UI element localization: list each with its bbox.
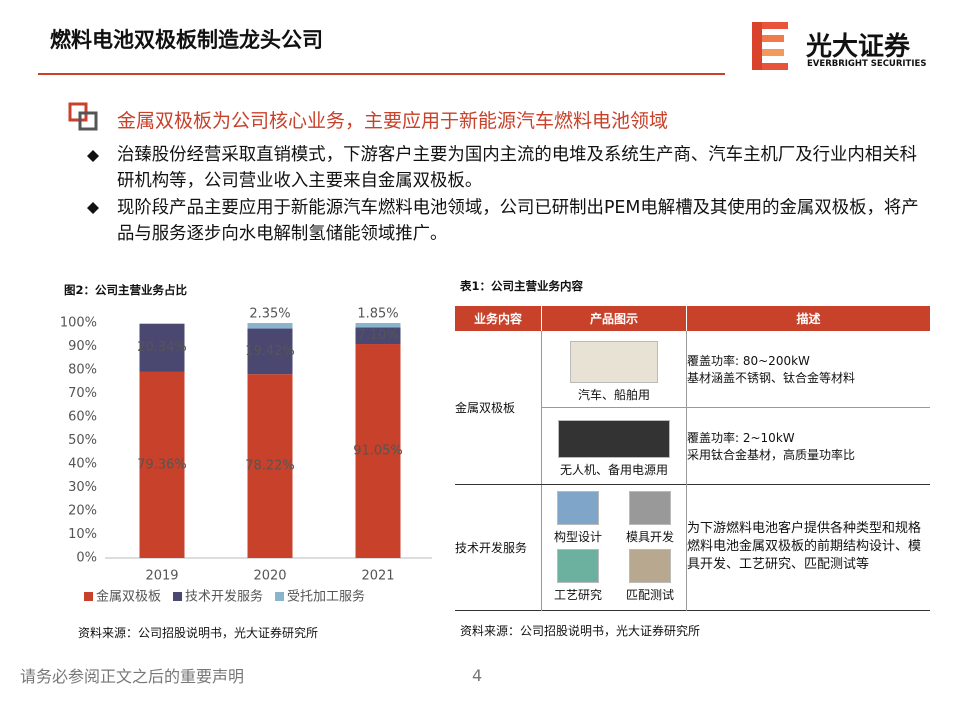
bar-segment xyxy=(247,328,293,375)
caption: 汽车、船舶用 xyxy=(577,387,650,402)
x-tick-label: 2020 xyxy=(253,569,286,584)
page-title: 燃料电池双极板制造龙头公司 xyxy=(50,28,323,52)
bullet: 现阶段产品主要应用于新能源汽车燃料电池领域，公司已研制出PEM电解槽及其使用的金… xyxy=(117,198,919,244)
chart-source: 资料来源：公司招股说明书，光大证券研究所 xyxy=(78,626,319,640)
disclaimer: 请务必参阅正文之后的重要声明 xyxy=(20,667,245,686)
product-image xyxy=(558,419,670,458)
business-cell: 金属双极板 xyxy=(455,331,542,485)
bar-segment xyxy=(355,344,401,558)
value-label: 2.35% xyxy=(249,307,290,322)
description: 采用钛合金基材，高质量功率比 xyxy=(687,447,856,462)
description: 为下游燃料电池客户提供各种类型和规格燃料电池金属双极板的前期结构设计、模具开发、… xyxy=(687,521,922,572)
product-image xyxy=(628,549,671,583)
value-label: 7.10% xyxy=(357,328,398,343)
value-label: 79.36% xyxy=(137,457,187,472)
table-source: 资料来源：公司招股说明书，光大证券研究所 xyxy=(460,624,701,638)
y-tick-label: 0% xyxy=(76,551,97,566)
logo-name: 光大证券 xyxy=(806,32,911,62)
logo-english: EVERBRIGHT SECURITIES xyxy=(807,59,927,69)
table-title: 表1：公司主营业务内容 xyxy=(460,279,584,293)
description: 覆盖功率: 80~200kW xyxy=(687,353,810,368)
value-label: 91.05% xyxy=(353,444,403,459)
y-tick-label: 70% xyxy=(68,386,97,401)
y-tick-label: 80% xyxy=(68,363,97,378)
section-heading: 金属双极板为公司核心业务，主要应用于新能源汽车燃料电池领域 xyxy=(117,110,669,132)
legend-label: 金属双极板 xyxy=(96,589,161,605)
y-tick-label: 60% xyxy=(68,410,97,425)
caption: 无人机、备用电源用 xyxy=(559,462,668,477)
bar-segment xyxy=(139,371,185,558)
value-label: 20.34% xyxy=(137,340,187,355)
product-image xyxy=(556,549,599,583)
header-cell: 产品图示 xyxy=(541,306,687,331)
legend-swatch xyxy=(84,592,93,601)
y-tick-label: 100% xyxy=(60,316,97,331)
description: 覆盖功率: 2~10kW xyxy=(687,430,795,445)
table: 业务内容 产品图示 描述 金属双极板 汽车、船舶用 覆盖功率: 80~200kW… xyxy=(455,306,930,611)
y-tick-label: 50% xyxy=(68,433,97,448)
value-label: 1.85% xyxy=(357,307,398,322)
y-tick-label: 40% xyxy=(68,457,97,472)
bar-segment xyxy=(355,327,401,345)
product-image xyxy=(570,340,658,383)
legend-label: 受托加工服务 xyxy=(287,589,365,605)
legend-swatch xyxy=(275,592,285,601)
y-tick-label: 20% xyxy=(68,504,97,519)
product-image xyxy=(556,491,599,525)
header-cell: 描述 xyxy=(686,306,930,331)
caption: 匹配测试 xyxy=(625,588,674,602)
x-tick-label: 2019 xyxy=(145,569,178,584)
caption: 工艺研究 xyxy=(553,588,602,602)
description: 基材涵盖不锈钢、钛合金等材料 xyxy=(687,370,856,385)
bar-segment xyxy=(139,323,185,372)
bar-segment xyxy=(247,323,293,329)
value-label: 78.22% xyxy=(245,459,295,474)
x-tick-label: 2021 xyxy=(361,569,394,584)
y-tick-label: 10% xyxy=(68,527,97,542)
chart: 0% 10% 20% 30% 40% 50% 60% 70% 80% 90% 100% 2019 79.… xyxy=(60,307,432,605)
bar-segment xyxy=(355,323,401,328)
value-label: 19.42% xyxy=(245,344,295,359)
caption: 模具开发 xyxy=(625,530,674,544)
y-tick-label: 90% xyxy=(68,339,97,354)
legend-swatch xyxy=(173,592,183,601)
header-cell: 业务内容 xyxy=(473,312,522,326)
legend-label: 技术开发服务 xyxy=(185,589,263,605)
caption: 构型设计 xyxy=(553,530,602,544)
product-image xyxy=(628,491,671,525)
business-cell: 技术开发服务 xyxy=(455,484,542,610)
y-tick-label: 30% xyxy=(68,480,97,495)
bar-segment xyxy=(247,374,293,558)
chart-title: 图2：公司主营业务占比 xyxy=(64,283,188,297)
page-number: 4 xyxy=(472,666,483,685)
bullet: 治臻股份经营采取直销模式，下游客户主要为国内主流的电堆及系统生产商、汽车主机厂及… xyxy=(117,145,917,191)
